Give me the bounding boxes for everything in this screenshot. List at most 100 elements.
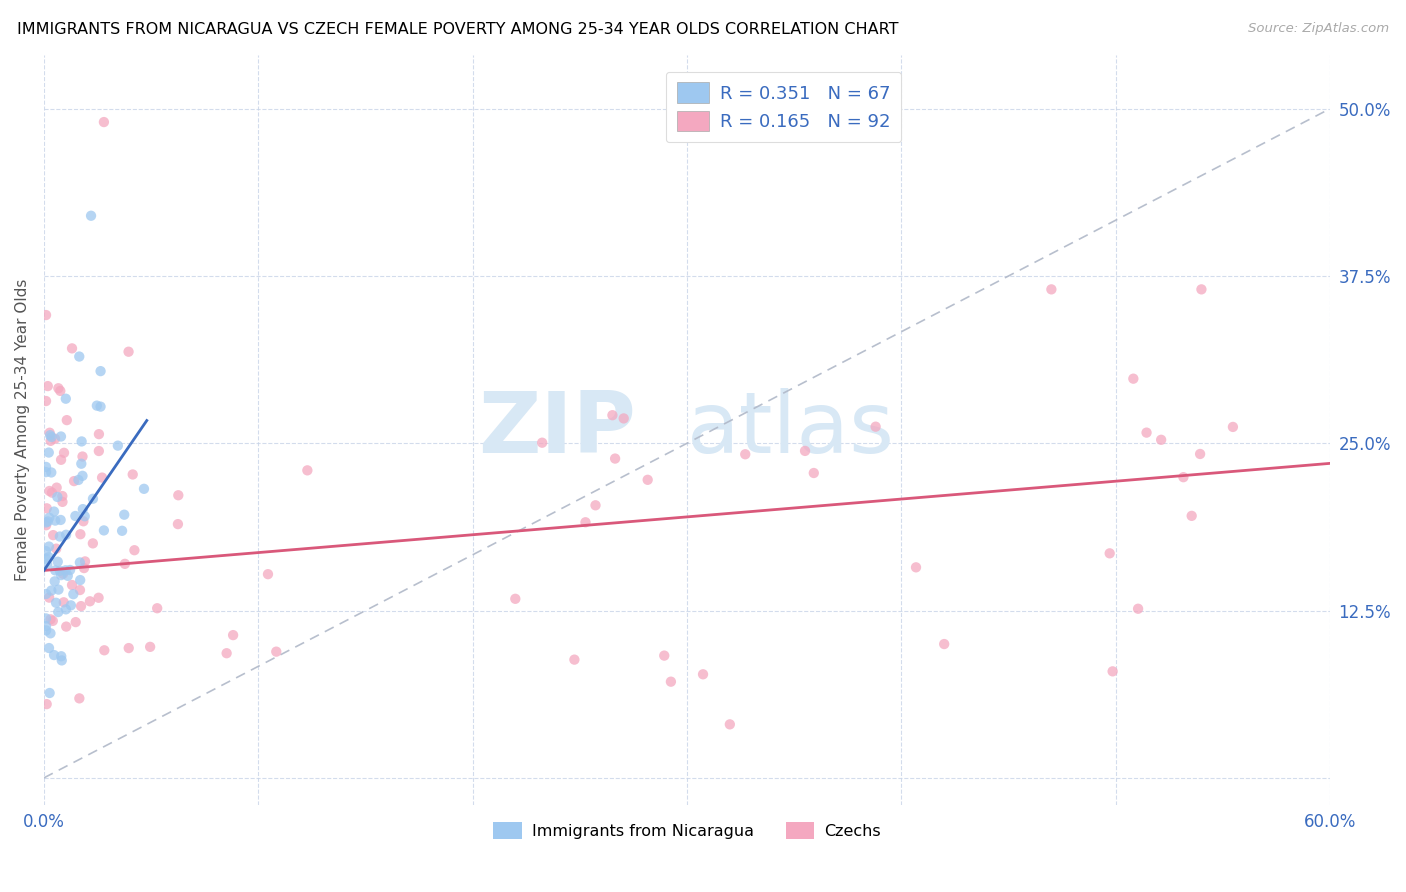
Point — [35, 697, 58, 711]
Point — [65, 615, 87, 629]
Point — [62, 587, 84, 601]
Point — [42, 648, 65, 662]
Point — [38, 686, 60, 700]
Point — [69, 556, 91, 570]
Point — [44, 563, 66, 577]
Point — [82, 491, 104, 506]
Text: atlas: atlas — [688, 388, 896, 471]
Point — [46, 555, 69, 569]
Point — [55, 602, 77, 616]
Point — [41, 430, 63, 444]
Point — [51, 649, 73, 664]
Point — [82, 536, 104, 550]
Point — [69, 582, 91, 597]
Point — [67, 350, 90, 364]
Point — [49, 529, 72, 543]
Point — [121, 467, 143, 482]
Point — [59, 563, 82, 577]
Point — [107, 439, 129, 453]
Point — [111, 524, 134, 538]
Point — [1189, 282, 1212, 296]
Point — [42, 505, 65, 519]
Point — [72, 450, 94, 464]
Point — [692, 667, 714, 681]
Point — [35, 551, 58, 566]
Point — [70, 434, 93, 449]
Point — [112, 508, 135, 522]
Point — [297, 463, 319, 477]
Point — [1101, 665, 1123, 679]
Point — [51, 653, 73, 667]
Point — [45, 481, 67, 495]
Point — [46, 605, 69, 619]
Point — [51, 495, 73, 509]
Text: IMMIGRANTS FROM NICARAGUA VS CZECH FEMALE POVERTY AMONG 25-34 YEAR OLDS CORRELAT: IMMIGRANTS FROM NICARAGUA VS CZECH FEMAL… — [17, 22, 898, 37]
Point — [67, 473, 90, 487]
Point — [39, 434, 62, 448]
Point — [79, 594, 101, 608]
Point — [124, 543, 146, 558]
Point — [39, 466, 62, 480]
Point — [35, 624, 58, 638]
Point — [59, 599, 82, 613]
Point — [70, 599, 93, 614]
Point — [38, 550, 60, 565]
Point — [56, 569, 79, 583]
Point — [93, 643, 115, 657]
Point — [35, 619, 58, 633]
Point — [93, 115, 115, 129]
Point — [65, 508, 87, 523]
Point — [139, 640, 162, 654]
Point — [37, 558, 59, 572]
Point — [146, 601, 169, 615]
Text: Source: ZipAtlas.com: Source: ZipAtlas.com — [1249, 22, 1389, 36]
Point — [38, 641, 60, 656]
Point — [35, 518, 58, 533]
Point — [45, 596, 67, 610]
Point — [167, 517, 190, 532]
Point — [37, 379, 59, 393]
Point — [118, 641, 141, 656]
Point — [659, 674, 682, 689]
Point — [51, 489, 73, 503]
Point — [39, 428, 62, 442]
Point — [63, 474, 86, 488]
Point — [44, 514, 66, 528]
Point — [52, 566, 75, 581]
Point — [132, 482, 155, 496]
Point — [637, 473, 659, 487]
Point — [1126, 601, 1149, 615]
Point — [93, 524, 115, 538]
Point — [215, 646, 238, 660]
Point — [803, 466, 825, 480]
Point — [574, 515, 596, 529]
Point — [1173, 470, 1195, 484]
Legend: Immigrants from Nicaragua, Czechs: Immigrants from Nicaragua, Czechs — [486, 816, 887, 846]
Point — [602, 408, 624, 422]
Point — [49, 513, 72, 527]
Point — [60, 342, 83, 356]
Point — [1150, 433, 1173, 447]
Point — [39, 612, 62, 626]
Point — [38, 591, 60, 605]
Point — [55, 528, 77, 542]
Point — [55, 619, 77, 633]
Point — [734, 447, 756, 461]
Point — [266, 645, 288, 659]
Point — [87, 591, 110, 605]
Point — [46, 490, 69, 504]
Point — [794, 444, 817, 458]
Point — [73, 509, 96, 524]
Point — [87, 427, 110, 442]
Point — [56, 413, 79, 427]
Point — [42, 614, 65, 628]
Point — [55, 563, 77, 577]
Point — [564, 652, 586, 666]
Point — [1098, 546, 1121, 560]
Point — [39, 626, 62, 640]
Point — [38, 510, 60, 524]
Point — [55, 392, 77, 406]
Point — [35, 611, 58, 625]
Point — [35, 465, 58, 479]
Point — [1189, 447, 1212, 461]
